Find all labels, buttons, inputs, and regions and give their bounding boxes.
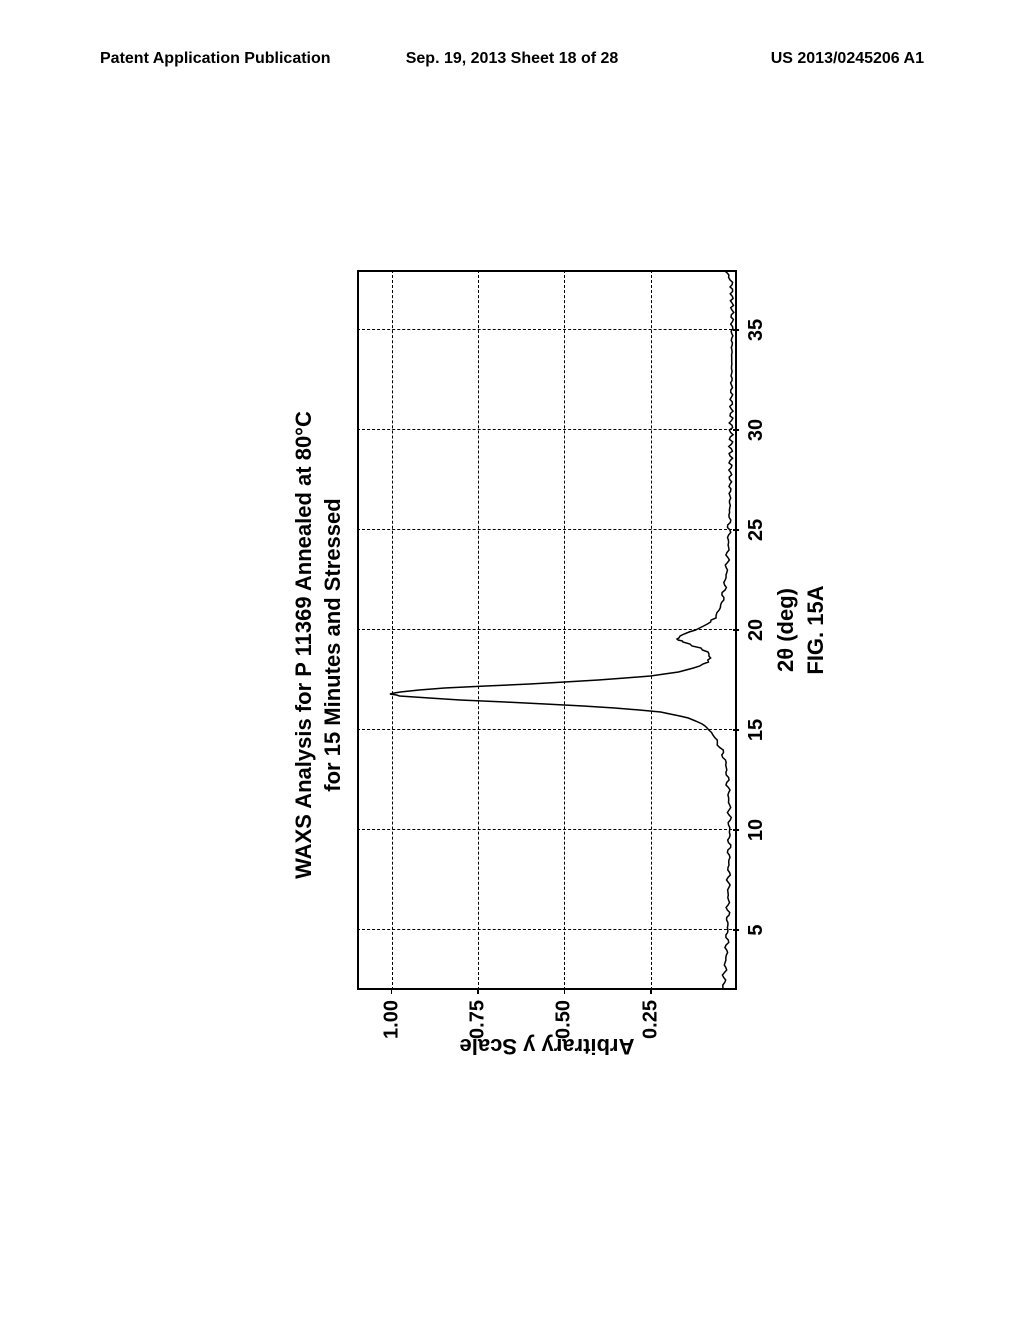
x-tick-label: 5 bbox=[745, 924, 768, 935]
data-trace bbox=[357, 270, 737, 990]
x-tick-label: 20 bbox=[745, 619, 768, 641]
chart-title: WAXS Analysis for P 11369 Annealed at 80… bbox=[290, 210, 347, 1080]
y-tick-label: 0.50 bbox=[553, 1000, 576, 1039]
figure-label: FIG. 15A bbox=[803, 585, 829, 674]
header-pub: Patent Application Publication bbox=[100, 50, 375, 68]
x-tick-label: 10 bbox=[745, 819, 768, 841]
y-tick-label: 1.00 bbox=[380, 1000, 403, 1039]
header-date: Sep. 19, 2013 Sheet 18 of 28 bbox=[375, 50, 650, 68]
chart-rotated-wrapper: WAXS Analysis for P 11369 Annealed at 80… bbox=[95, 405, 965, 885]
x-tick-label: 30 bbox=[745, 419, 768, 441]
x-tick-label: 25 bbox=[745, 519, 768, 541]
header-pubno: US 2013/0245206 A1 bbox=[649, 50, 924, 68]
page-header: Patent Application Publication Sep. 19, … bbox=[100, 50, 924, 68]
x-tick-label: 35 bbox=[745, 319, 768, 341]
x-axis-label: 2θ (deg) bbox=[773, 588, 799, 672]
y-tick-label: 0.75 bbox=[467, 1000, 490, 1039]
chart-title-line1: WAXS Analysis for P 11369 Annealed at 80… bbox=[290, 210, 319, 1080]
x-tick-label: 15 bbox=[745, 719, 768, 741]
plot-area: Arbitrary y Scale 2θ (deg) FIG. 15A 5101… bbox=[357, 270, 737, 990]
chart-title-line2: for 15 Minutes and Stressed bbox=[319, 210, 348, 1080]
chart-container: WAXS Analysis for P 11369 Annealed at 80… bbox=[290, 210, 770, 1080]
y-tick-label: 0.25 bbox=[639, 1000, 662, 1039]
